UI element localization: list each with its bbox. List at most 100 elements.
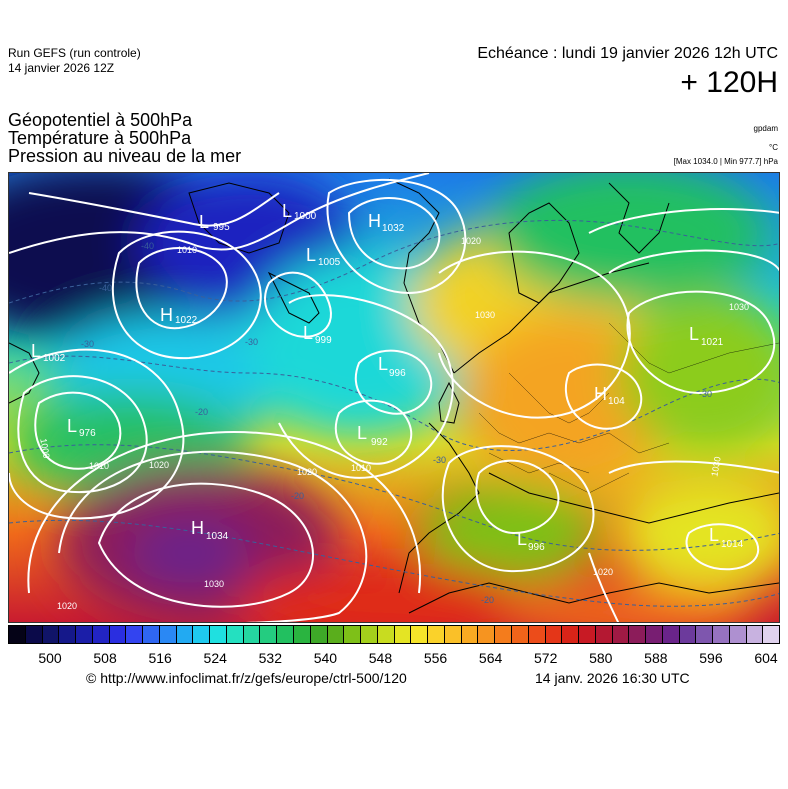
- pressure-center: L 976: [67, 416, 96, 439]
- isobar-label: 1010: [177, 245, 197, 255]
- isobar-label: 1030: [475, 310, 495, 320]
- pressure-center-type: H: [594, 384, 607, 404]
- pressure-center: L 995: [199, 212, 230, 233]
- temperature-label: -40: [99, 283, 112, 293]
- unit-temperature: °C: [769, 143, 778, 152]
- pressure-center-value: 1032: [382, 223, 405, 234]
- pressure-center-type: L: [67, 416, 77, 436]
- unit-geopotential: gpdam: [753, 124, 778, 133]
- forecast-horizon: + 120H: [680, 66, 778, 99]
- colorbar-segment: [595, 626, 613, 643]
- colorbar-segment: [763, 626, 780, 643]
- pressure-center-type: L: [31, 341, 41, 361]
- pressure-center-value: 996: [389, 368, 406, 379]
- isobar-label: 1030: [709, 456, 722, 477]
- colorbar-tick-label: 524: [203, 650, 227, 666]
- temperature-label: -40: [141, 241, 154, 251]
- colorbar-tick-label: 508: [93, 650, 117, 666]
- pressure-center: L 1021: [689, 324, 724, 348]
- colorbar-segment: [729, 626, 747, 643]
- pressure-center-value: 1002: [43, 353, 66, 364]
- issue-time: 14 janv. 2026 16:30 UTC: [535, 670, 690, 686]
- temperature-label: -30: [433, 455, 446, 465]
- colorbar-segment: [444, 626, 462, 643]
- pressure-center-type: L: [517, 529, 527, 549]
- colorbar-segment: [562, 626, 580, 643]
- colorbar-tick-label: 556: [423, 650, 448, 666]
- colorbar-segment: [629, 626, 647, 643]
- pressure-center-type: H: [368, 211, 381, 231]
- param-pressure: Pression au niveau de la mer: [8, 146, 242, 166]
- pressure-center-type: H: [191, 518, 204, 538]
- colorbar-segment: [9, 626, 26, 643]
- run-name: Run GEFS (run controle): [8, 46, 141, 60]
- map-canvas: L 995 L 1000 H 1032 L 1005 H 1022 L 999 L 1002 …: [9, 173, 779, 622]
- pressure-center-value: 1021: [701, 337, 724, 348]
- isobar-label: 1020: [149, 460, 169, 470]
- colorbar-segment: [226, 626, 244, 643]
- pressure-center: L 1002: [31, 341, 66, 364]
- pressure-center-value: 1022: [175, 315, 198, 326]
- temperature-label: -30: [81, 339, 94, 349]
- colorbar-segment: [528, 626, 546, 643]
- pressure-center-labels: L 995 L 1000 H 1032 L 1005 H 1022 L 999 L 1002 …: [31, 201, 744, 553]
- colorbar-segment: [646, 626, 663, 643]
- colorbar-segment: [42, 626, 60, 643]
- colorbar-segment: [126, 626, 144, 643]
- colorbar-tick-label: 532: [258, 650, 282, 666]
- pressure-center-value: 999: [315, 335, 332, 346]
- temperature-label: -20: [195, 407, 208, 417]
- isobar-label: 1020: [57, 601, 77, 611]
- isobar-label: 1010: [351, 463, 371, 473]
- isobar-label: 1020: [461, 236, 481, 246]
- isobar-label: 1030: [729, 302, 749, 312]
- colorbar-segment: [428, 626, 445, 643]
- pressure-center: L 999: [303, 323, 332, 346]
- colorbar-segment: [327, 626, 345, 643]
- colorbar-tick-label: 500: [38, 650, 62, 666]
- param-geopotential: Géopotentiel à 500hPa: [8, 110, 193, 130]
- colorbar-segment: [411, 626, 429, 643]
- isobar-label: 1020: [297, 467, 317, 477]
- colorbar-segment: [495, 626, 512, 643]
- colorbar-segment: [344, 626, 362, 643]
- colorbar-segment: [294, 626, 311, 643]
- pressure-center-type: L: [199, 212, 209, 232]
- pressure-center-value: 1034: [206, 531, 229, 542]
- pressure-center: L 996: [378, 354, 406, 379]
- colorbar-segment: [310, 626, 328, 643]
- colorbar-segment: [176, 626, 194, 643]
- colorbar-segment: [579, 626, 596, 643]
- colorbar-tick-label: 588: [644, 650, 668, 666]
- pressure-center-value: 1014: [721, 539, 744, 550]
- colorbar-segment: [59, 626, 77, 643]
- colorbar-segment: [210, 626, 227, 643]
- colorbar-segment: [109, 626, 127, 643]
- source-url[interactable]: © http://www.infoclimat.fr/z/gefs/europe…: [86, 670, 407, 686]
- pressure-center-type: L: [306, 245, 316, 265]
- colorbar-segment: [377, 626, 395, 643]
- colorbar-segment: [243, 626, 261, 643]
- colorbar-tick-label: 516: [148, 650, 172, 666]
- temperature-label: -30: [245, 337, 258, 347]
- pressure-center: H 1034: [191, 518, 229, 542]
- colorbar-segment: [511, 626, 529, 643]
- temperature-label: -20: [481, 595, 494, 605]
- pressure-center-type: L: [303, 323, 313, 343]
- temperature-value-labels: -40 -40 -30 -30 -20 -20 -20 -30 -30: [81, 241, 712, 605]
- temperature-label: -30: [699, 389, 712, 399]
- colorbar-segment: [612, 626, 630, 643]
- pressure-center-type: L: [709, 525, 719, 545]
- temperature-label: -20: [291, 491, 304, 501]
- pressure-center-value: 104: [608, 396, 625, 407]
- pressure-center-value: 1000: [294, 211, 317, 222]
- colorbar-segment: [76, 626, 93, 643]
- isobar-value-labels: 1010 1020 1030 1000 1020 1010 1020 1030 …: [38, 236, 749, 611]
- pressure-center-type: H: [160, 305, 173, 325]
- pressure-center: L 1005: [306, 245, 341, 268]
- pressure-center-type: L: [689, 324, 699, 344]
- pressure-center-type: L: [378, 354, 388, 374]
- pressure-center: L 996: [517, 529, 545, 553]
- colorbar-segment: [159, 626, 177, 643]
- colorbar-tick-label: 580: [589, 650, 613, 666]
